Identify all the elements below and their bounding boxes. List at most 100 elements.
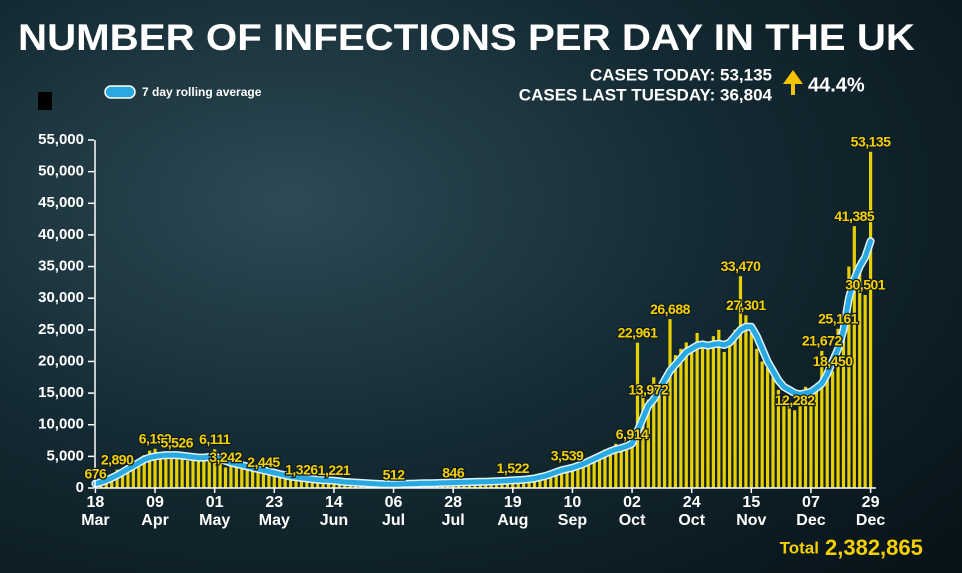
cases-last-tuesday: CASES LAST TUESDAY: 36,804: [519, 85, 773, 104]
data-label: 1,326: [285, 461, 318, 477]
data-label: 22,961: [618, 324, 659, 340]
bar: [137, 459, 141, 488]
bar: [272, 474, 276, 488]
y-tick-label: 55,000: [38, 131, 84, 148]
bar: [570, 469, 575, 488]
bar: [597, 456, 602, 488]
data-label: 21,672: [802, 333, 843, 349]
x-tick-label: 15: [742, 494, 760, 511]
bar: [793, 410, 797, 488]
bar: [673, 355, 678, 488]
chart-title: NUMBER OF INFECTIONS PER DAY IN THE UK: [18, 17, 915, 58]
bar: [738, 276, 743, 488]
bar: [142, 455, 146, 488]
bar: [299, 479, 304, 488]
data-label: 3,539: [551, 447, 584, 463]
bar: [711, 336, 715, 488]
bar: [576, 467, 580, 488]
bar: [755, 348, 759, 488]
bar: [646, 399, 650, 488]
y-tick-label: 15,000: [38, 384, 84, 401]
y-tick-label: 30,000: [38, 289, 84, 306]
y-tick-label: 45,000: [38, 194, 84, 211]
bar: [278, 475, 282, 488]
bar: [191, 456, 195, 488]
bar: [706, 348, 710, 488]
change: 44.4%: [808, 74, 865, 96]
bar: [316, 480, 320, 488]
bar: [202, 458, 206, 488]
bar: [294, 477, 298, 488]
bar: [868, 151, 873, 489]
data-label: 27,301: [726, 297, 767, 313]
bar: [218, 462, 222, 488]
bar: [765, 367, 770, 488]
bar: [148, 450, 152, 488]
x-tick-month: Aug: [497, 512, 528, 529]
y-tick-label: 25,000: [38, 321, 84, 338]
bar: [565, 465, 569, 488]
bar: [158, 457, 163, 488]
x-tick-month: Sep: [558, 512, 588, 529]
bar: [185, 460, 190, 488]
data-label: 25,161: [818, 311, 859, 327]
x-tick-month: Oct: [619, 512, 646, 529]
x-tick-month: Oct: [678, 512, 705, 529]
data-label: 846: [442, 464, 465, 480]
data-label: 6,199: [139, 430, 172, 446]
x-tick-label: 28: [444, 494, 462, 511]
bar: [657, 393, 661, 488]
bar: [771, 377, 775, 488]
bar: [229, 462, 233, 488]
data-label: 1,522: [497, 460, 530, 476]
bar: [120, 469, 125, 488]
bar: [825, 361, 829, 488]
x-tick-label: 02: [623, 494, 641, 511]
bar: [164, 454, 168, 488]
y-tick-label: 50,000: [38, 163, 84, 180]
bar: [283, 476, 287, 488]
bar: [245, 466, 249, 488]
data-label: 512: [383, 466, 406, 482]
bar: [722, 351, 726, 488]
bar: [662, 380, 667, 488]
bar: [782, 399, 786, 488]
data-label: 1,221: [318, 462, 351, 478]
bar: [169, 458, 173, 488]
data-label: 13,972: [628, 381, 669, 397]
data-label: 2,890: [101, 451, 134, 467]
legend-label: 7 day rolling average: [142, 85, 262, 99]
bar: [516, 481, 520, 488]
bar: [809, 389, 813, 488]
x-tick-month: Jul: [442, 512, 465, 529]
data-label: 6,914: [616, 426, 649, 442]
bar: [213, 449, 217, 488]
bar: [619, 444, 623, 488]
x-tick-month: Jul: [382, 512, 405, 529]
data-label: 12,282: [775, 392, 816, 408]
bar: [852, 226, 856, 488]
bar: [608, 448, 612, 488]
x-tick-month: Mar: [81, 512, 109, 529]
data-label: 6,111: [199, 431, 231, 447]
x-tick-label: 06: [385, 494, 403, 511]
x-tick-label: 07: [802, 494, 820, 511]
bar: [858, 260, 862, 488]
bar: [679, 348, 683, 488]
x-tick-month: Jun: [320, 512, 348, 529]
data-label: 2,445: [247, 454, 280, 470]
x-tick-label: 18: [87, 494, 105, 511]
bar: [803, 386, 808, 488]
legend-swatch: [104, 85, 136, 99]
bar: [175, 453, 179, 488]
y-tick-label: 0: [76, 479, 84, 496]
bar: [744, 315, 748, 488]
x-tick-label: 01: [206, 494, 224, 511]
bar: [684, 342, 688, 488]
x-tick-label: 14: [325, 494, 343, 511]
bar: [798, 393, 802, 488]
bar: [310, 479, 314, 488]
bar: [841, 317, 846, 488]
bar: [305, 479, 309, 488]
